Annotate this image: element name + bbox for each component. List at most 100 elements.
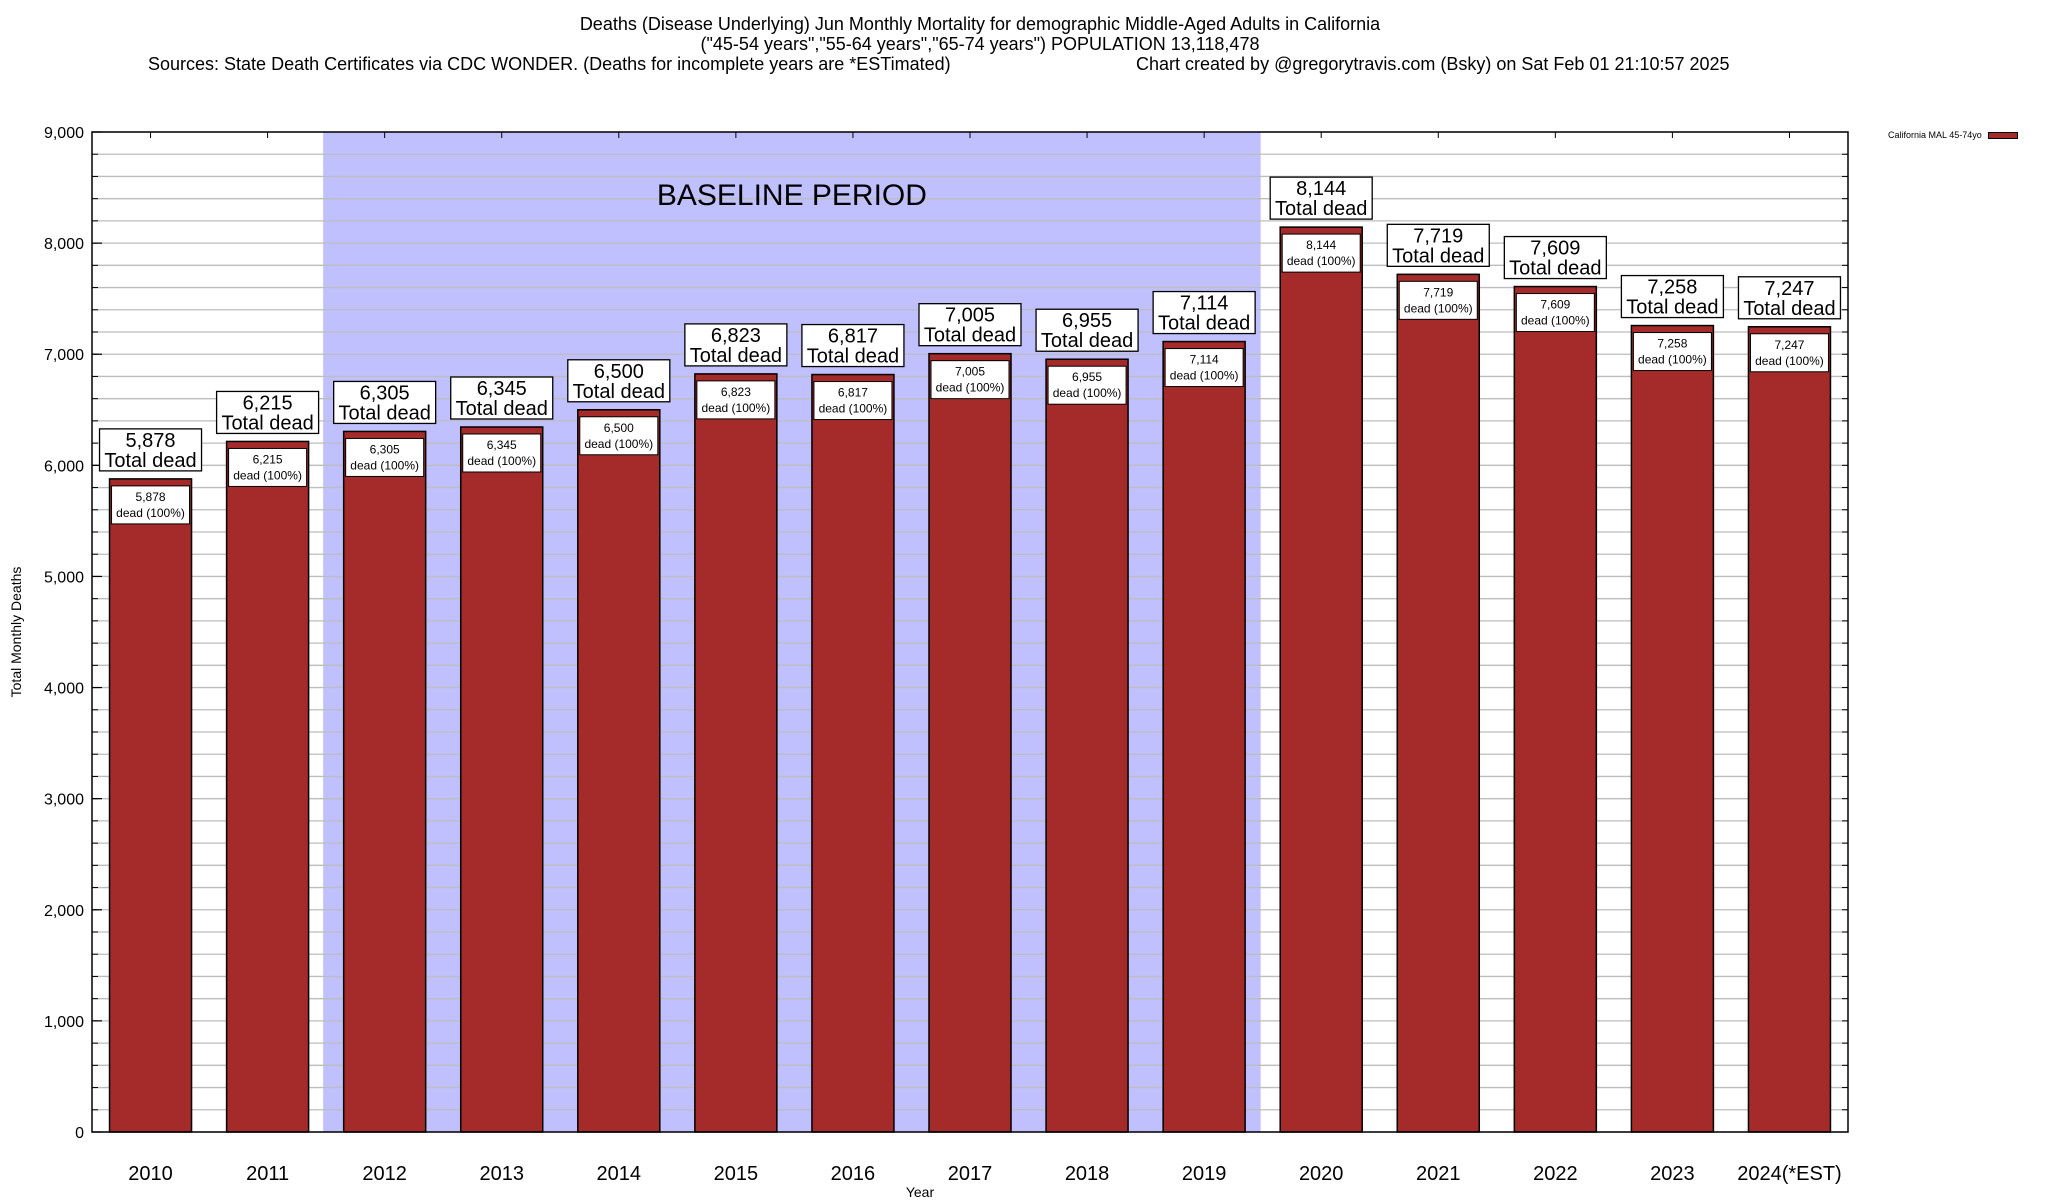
x-tick-label: 2024(*EST) xyxy=(1737,1163,1842,1185)
total-dead-label: Total dead xyxy=(456,398,548,420)
inner-value-label: 7,114 xyxy=(1190,353,1219,367)
total-value-label: 7,258 xyxy=(1647,277,1697,299)
total-value-label: 6,817 xyxy=(828,326,878,348)
inner-label-box xyxy=(579,416,659,456)
y-axis-label: Total Monthly Deaths xyxy=(8,567,24,698)
inner-percent-label: dead (100%) xyxy=(1521,314,1590,328)
inner-label-box xyxy=(1281,233,1361,273)
y-tick-label: 8,000 xyxy=(44,236,84,253)
total-label-box xyxy=(918,303,1022,347)
total-value-label: 6,823 xyxy=(711,325,761,347)
inner-label-box xyxy=(462,433,542,473)
inner-label-box xyxy=(813,381,893,421)
inner-percent-label: dead (100%) xyxy=(1638,353,1707,367)
plot-frame xyxy=(91,131,1849,1133)
y-tick-label: 6,000 xyxy=(44,458,84,475)
total-dead-label: Total dead xyxy=(573,381,665,403)
total-label-box xyxy=(450,376,554,420)
inner-label-box xyxy=(228,447,308,487)
inner-value-label: 7,609 xyxy=(1540,298,1570,312)
bar-2023 xyxy=(1630,324,1715,1133)
inner-label-box xyxy=(930,360,1010,400)
bar-2018 xyxy=(1045,358,1129,1133)
chart-created-by: Chart created by @gregorytravis.com (Bsk… xyxy=(1136,54,1730,74)
total-value-label: 8,144 xyxy=(1296,178,1346,200)
total-label-box xyxy=(1386,223,1490,267)
inner-percent-label: dead (100%) xyxy=(584,437,653,451)
inner-value-label: 7,247 xyxy=(1774,338,1804,352)
inner-value-label: 6,500 xyxy=(604,421,634,435)
total-value-label: 7,247 xyxy=(1764,278,1814,300)
inner-value-label: 6,345 xyxy=(487,438,517,452)
total-label-box xyxy=(1620,274,1725,319)
total-dead-label: Total dead xyxy=(1275,198,1367,220)
chart-title: Deaths (Disease Underlying) Jun Monthly … xyxy=(579,14,1381,34)
inner-label-box xyxy=(1164,348,1244,388)
inner-value-label: 7,258 xyxy=(1657,337,1687,351)
total-value-label: 6,215 xyxy=(243,392,293,414)
total-value-label: 5,878 xyxy=(126,430,176,452)
x-tick-label: 2019 xyxy=(1182,1163,1227,1185)
bar-2010 xyxy=(108,478,193,1133)
inner-label-box xyxy=(1632,332,1712,372)
total-dead-label: Total dead xyxy=(221,412,313,434)
total-dead-label: Total dead xyxy=(1392,245,1484,267)
total-value-label: 6,345 xyxy=(477,378,527,400)
inner-percent-label: dead (100%) xyxy=(1170,369,1239,383)
bar-2024(*EST) xyxy=(1747,326,1832,1133)
x-tick-label: 2014 xyxy=(597,1163,642,1185)
x-tick-label: 2020 xyxy=(1299,1163,1344,1185)
inner-label-box xyxy=(1047,365,1127,405)
y-tick-label: 1,000 xyxy=(44,1014,84,1031)
inner-percent-label: dead (100%) xyxy=(116,506,185,520)
total-dead-label: Total dead xyxy=(924,325,1016,347)
bar-2011 xyxy=(225,440,310,1133)
inner-percent-label: dead (100%) xyxy=(350,458,419,472)
total-label-box xyxy=(1503,235,1607,280)
baseline-period-label: BASELINE PERIOD xyxy=(657,179,927,212)
x-tick-label: 2015 xyxy=(714,1163,759,1185)
x-tick-label: 2022 xyxy=(1533,1163,1578,1185)
inner-percent-label: dead (100%) xyxy=(1053,386,1122,400)
chart-title-block: Deaths (Disease Underlying) Jun Monthly … xyxy=(0,14,1960,54)
total-value-label: 6,305 xyxy=(360,382,410,404)
inner-label-box xyxy=(1398,280,1478,320)
total-dead-label: Total dead xyxy=(339,402,431,424)
total-value-label: 7,609 xyxy=(1530,238,1580,260)
bar-2019 xyxy=(1162,340,1246,1133)
total-label-box xyxy=(333,380,437,425)
inner-value-label: 7,719 xyxy=(1423,285,1453,299)
inner-value-label: 6,817 xyxy=(838,386,868,400)
y-tick-label: 7,000 xyxy=(44,347,84,364)
inner-label-box xyxy=(1515,293,1595,333)
x-tick-label: 2012 xyxy=(362,1163,407,1185)
legend: California MAL 45-74yo xyxy=(1888,130,2018,140)
total-label-box xyxy=(98,428,203,472)
x-tick-label: 2016 xyxy=(831,1163,876,1185)
y-tick-label: 3,000 xyxy=(44,792,84,809)
x-tick-label: 2010 xyxy=(128,1163,173,1185)
inner-percent-label: dead (100%) xyxy=(233,468,302,482)
total-value-label: 7,719 xyxy=(1413,225,1463,247)
inner-value-label: 7,005 xyxy=(955,365,985,379)
bar-2022 xyxy=(1513,285,1598,1133)
bar-2012 xyxy=(342,430,427,1133)
total-dead-label: Total dead xyxy=(1626,297,1718,319)
inner-label-box xyxy=(1749,333,1829,373)
total-dead-label: Total dead xyxy=(1509,258,1601,280)
total-label-box xyxy=(801,323,905,368)
bar-2013 xyxy=(459,426,544,1133)
total-label-box xyxy=(215,390,320,435)
y-tick-label: 5,000 xyxy=(44,569,84,586)
total-value-label: 7,114 xyxy=(1180,293,1229,315)
total-dead-label: Total dead xyxy=(104,450,196,472)
inner-percent-label: dead (100%) xyxy=(1404,301,1473,315)
inner-percent-label: dead (100%) xyxy=(467,454,536,468)
bar-2017 xyxy=(928,352,1012,1133)
total-dead-label: Total dead xyxy=(807,346,899,368)
inner-percent-label: dead (100%) xyxy=(702,401,771,415)
inner-percent-label: dead (100%) xyxy=(819,402,888,416)
total-label-box xyxy=(567,359,671,403)
total-value-label: 7,005 xyxy=(945,305,995,327)
x-tick-label: 2011 xyxy=(246,1163,289,1185)
